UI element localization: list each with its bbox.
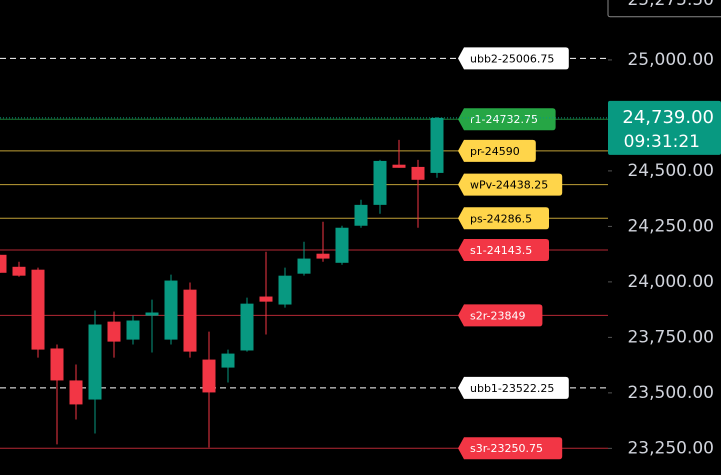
- level-label: s2r-23849: [470, 309, 526, 322]
- level-tag: [458, 437, 563, 460]
- candle-body: [259, 296, 273, 302]
- level-tag: [458, 304, 543, 327]
- top-price-box: [607, 0, 721, 18]
- candle-body: [164, 280, 178, 340]
- y-tick-label: 24,250.00: [627, 216, 714, 236]
- level-label: ubb2-25006.75: [470, 52, 554, 65]
- level-tag: [458, 139, 536, 162]
- candle-body: [12, 266, 26, 276]
- candle-body: [69, 380, 83, 405]
- candle-body: [316, 253, 330, 259]
- last-price-label: 24,739.00: [622, 107, 714, 128]
- candle-body: [31, 269, 45, 350]
- candle-body: [392, 164, 406, 168]
- level-label: r1-24732.75: [470, 113, 538, 126]
- level-tag: [458, 108, 556, 131]
- candle-body: [145, 312, 159, 316]
- level-label: s1-24143.5: [470, 244, 532, 257]
- y-tick-label: 23,500.00: [627, 383, 714, 403]
- candle-body: [0, 254, 7, 273]
- candle-body: [354, 204, 368, 226]
- candle-body: [297, 258, 311, 274]
- y-tick-label: 25,000.00: [627, 50, 714, 70]
- level-tag: [458, 239, 549, 262]
- candle-body: [107, 321, 121, 342]
- level-tag: [458, 207, 549, 230]
- level-label: ubb1-23522.25: [470, 382, 554, 395]
- level-tag: [458, 47, 569, 70]
- candle-body: [430, 117, 444, 173]
- level-label: wPv-24438.25: [470, 179, 548, 192]
- y-tick-label: 24,500.00: [627, 161, 714, 181]
- y-tick-label: 24,000.00: [627, 272, 714, 292]
- last-price-box: [608, 100, 721, 155]
- candle-body: [240, 303, 254, 351]
- level-label: ps-24286.5: [470, 212, 532, 225]
- level-tag: [458, 173, 563, 196]
- y-tick-label: 23,250.00: [627, 438, 714, 458]
- candle-body: [221, 353, 235, 368]
- candle-body: [373, 160, 387, 205]
- level-label: s3r-23250.75: [470, 442, 543, 455]
- candle-body: [278, 275, 292, 305]
- last-price-time: 09:31:21: [624, 132, 700, 152]
- level-tag: [458, 376, 569, 399]
- candle-body: [88, 324, 102, 400]
- level-label: pr-24590: [470, 145, 520, 158]
- candle-body: [335, 227, 349, 263]
- top-price-label: 25,275.50: [627, 0, 714, 10]
- candle-body: [50, 348, 64, 381]
- candle-body: [183, 289, 197, 352]
- candle-body: [202, 359, 216, 393]
- candle-body: [411, 166, 425, 180]
- candle-body: [126, 320, 140, 340]
- y-tick-label: 23,750.00: [627, 327, 714, 347]
